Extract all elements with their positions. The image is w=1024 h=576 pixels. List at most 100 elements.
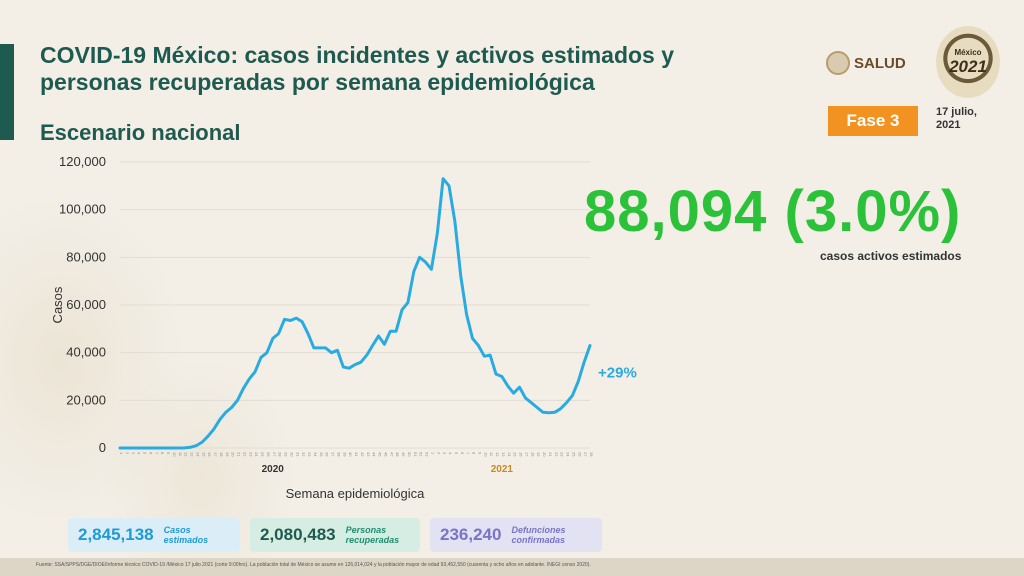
x-tick-label: 39	[342, 452, 347, 457]
y-tick-label: 80,000	[66, 249, 106, 264]
x-tick-label: 1	[430, 452, 435, 455]
x-tick-label: 7	[154, 452, 159, 455]
accent-bar	[0, 44, 14, 140]
logo-2021-year: 2021	[949, 56, 987, 76]
x-tick-label: 13	[190, 452, 195, 457]
x-tick-label: 34	[313, 452, 318, 457]
phase-badge: Fase 3	[828, 106, 918, 136]
x-tick-label: 31	[295, 452, 300, 457]
x-tick-label: 9	[477, 452, 482, 455]
x-tick-label: 42	[360, 452, 365, 457]
x-tick-label: 33	[307, 452, 312, 457]
x-tick-label: 36	[325, 452, 330, 457]
page-title: COVID-19 México: casos incidentes y acti…	[40, 42, 675, 95]
x-tick-label: 18	[530, 452, 535, 457]
x-tick-label: 3	[131, 452, 136, 455]
x-tick-label: 13	[501, 452, 506, 457]
x-tick-label: 46	[383, 452, 388, 457]
cases-line-chart: 020,00040,00060,00080,000100,000120,000 …	[50, 154, 637, 501]
stat-value: 2,845,138	[78, 525, 154, 544]
stat-value: 236,240	[440, 525, 502, 544]
x-tick-label: 12	[184, 452, 189, 457]
x-tick-label: 8	[472, 452, 477, 455]
stat-recovered: 2,080,483 Personas recuperadas	[250, 518, 420, 552]
x-tick-label: 1	[119, 452, 124, 455]
x-tick-label: 24	[254, 452, 259, 457]
x-tick-label: 48	[395, 452, 400, 457]
stat-label: Personas recuperadas	[345, 525, 400, 545]
x-tick-label: 16	[207, 452, 212, 457]
x-tick-label: 53	[425, 452, 430, 457]
x-tick-label: 30	[289, 452, 294, 457]
x-tick-label: 45	[378, 452, 383, 457]
change-annotation: +29%	[598, 365, 637, 382]
x-axis-ticks: 1 2 3 4 5 6 7 8 9 10 11 12 13 14 15 16 17 18 19 20 21 22 23 24 2…	[119, 452, 594, 457]
x-tick-label: 9	[166, 452, 171, 455]
x-tick-label: 20	[542, 452, 547, 457]
x-tick-label: 38	[336, 452, 341, 457]
x-tick-label: 47	[389, 452, 394, 457]
x-tick-label: 10	[172, 452, 177, 457]
x-tick-label: 22	[242, 452, 247, 457]
chart-gridlines	[120, 161, 590, 449]
x-tick-label: 29	[284, 452, 289, 457]
x-tick-label: 18	[219, 452, 224, 457]
x-tick-label: 32	[301, 452, 306, 457]
x-tick-label: 44	[372, 452, 377, 457]
x-axis-label: Semana epidemiológica	[286, 486, 426, 501]
scenario-subtitle: Escenario nacional	[40, 120, 241, 145]
x-tick-label: 14	[507, 452, 512, 457]
x-tick-label: 4	[137, 452, 142, 455]
x-tick-label: 5	[143, 452, 148, 455]
x-tick-label: 6	[148, 452, 153, 455]
cases-series-line	[118, 177, 592, 450]
x-tick-label: 15	[201, 452, 206, 457]
x-tick-label: 22	[554, 452, 559, 457]
x-tick-label: 19	[225, 452, 230, 457]
x-tick-label: 11	[178, 452, 183, 457]
x-tick-label: 27	[583, 452, 588, 457]
x-tick-label: 10	[483, 452, 488, 457]
x-tick-label: 35	[319, 452, 324, 457]
x-tick-label: 2	[125, 452, 130, 455]
x-tick-label: 8	[160, 452, 165, 455]
x-tick-label: 17	[213, 452, 218, 457]
x-tick-label: 7	[466, 452, 471, 455]
active-cases-caption: casos activos estimados	[820, 249, 962, 263]
x-tick-label: 24	[566, 452, 571, 457]
active-cases-value: 88,094 (3.0%)	[584, 179, 962, 244]
x-tick-label: 26	[266, 452, 271, 457]
x-tick-label: 14	[195, 452, 200, 457]
x-tick-label: 11	[489, 452, 494, 457]
x-tick-label: 12	[495, 452, 500, 457]
source-footnote: Fuente: SSA/SPPS/DGE/DIOE/Informe técnic…	[36, 562, 591, 568]
stat-value: 2,080,483	[260, 525, 336, 544]
x-tick-label: 2	[436, 452, 441, 455]
year-label: 2020	[262, 464, 285, 475]
x-tick-label: 50	[407, 452, 412, 457]
logo-2021-country: México	[954, 47, 982, 57]
stat-estimated-cases: 2,845,138 Casos estimados	[68, 518, 240, 552]
x-tick-label: 40	[348, 452, 353, 457]
x-tick-label: 43	[366, 452, 371, 457]
x-tick-label: 3	[442, 452, 447, 455]
report-date: 17 julio, 2021	[936, 106, 977, 131]
x-tick-label: 15	[513, 452, 518, 457]
x-tick-label: 25	[571, 452, 576, 457]
x-tick-label: 25	[260, 452, 265, 457]
stat-label: Casos estimados	[163, 525, 209, 545]
x-tick-label: 51	[413, 452, 418, 457]
x-tick-label: 27	[272, 452, 277, 457]
y-tick-label: 100,000	[59, 202, 106, 217]
x-tick-label: 23	[560, 452, 565, 457]
mexico-2021-logo: México 2021	[936, 26, 1000, 98]
x-tick-label: 19	[536, 452, 541, 457]
x-tick-label: 37	[331, 452, 336, 457]
x-tick-label: 28	[589, 452, 594, 457]
salud-logo-text: SALUD	[854, 54, 906, 72]
x-tick-label: 21	[548, 452, 553, 457]
x-tick-label: 26	[577, 452, 582, 457]
y-tick-label: 120,000	[59, 154, 106, 169]
salud-logo: SALUD	[826, 50, 922, 76]
x-tick-label: 16	[519, 452, 524, 457]
